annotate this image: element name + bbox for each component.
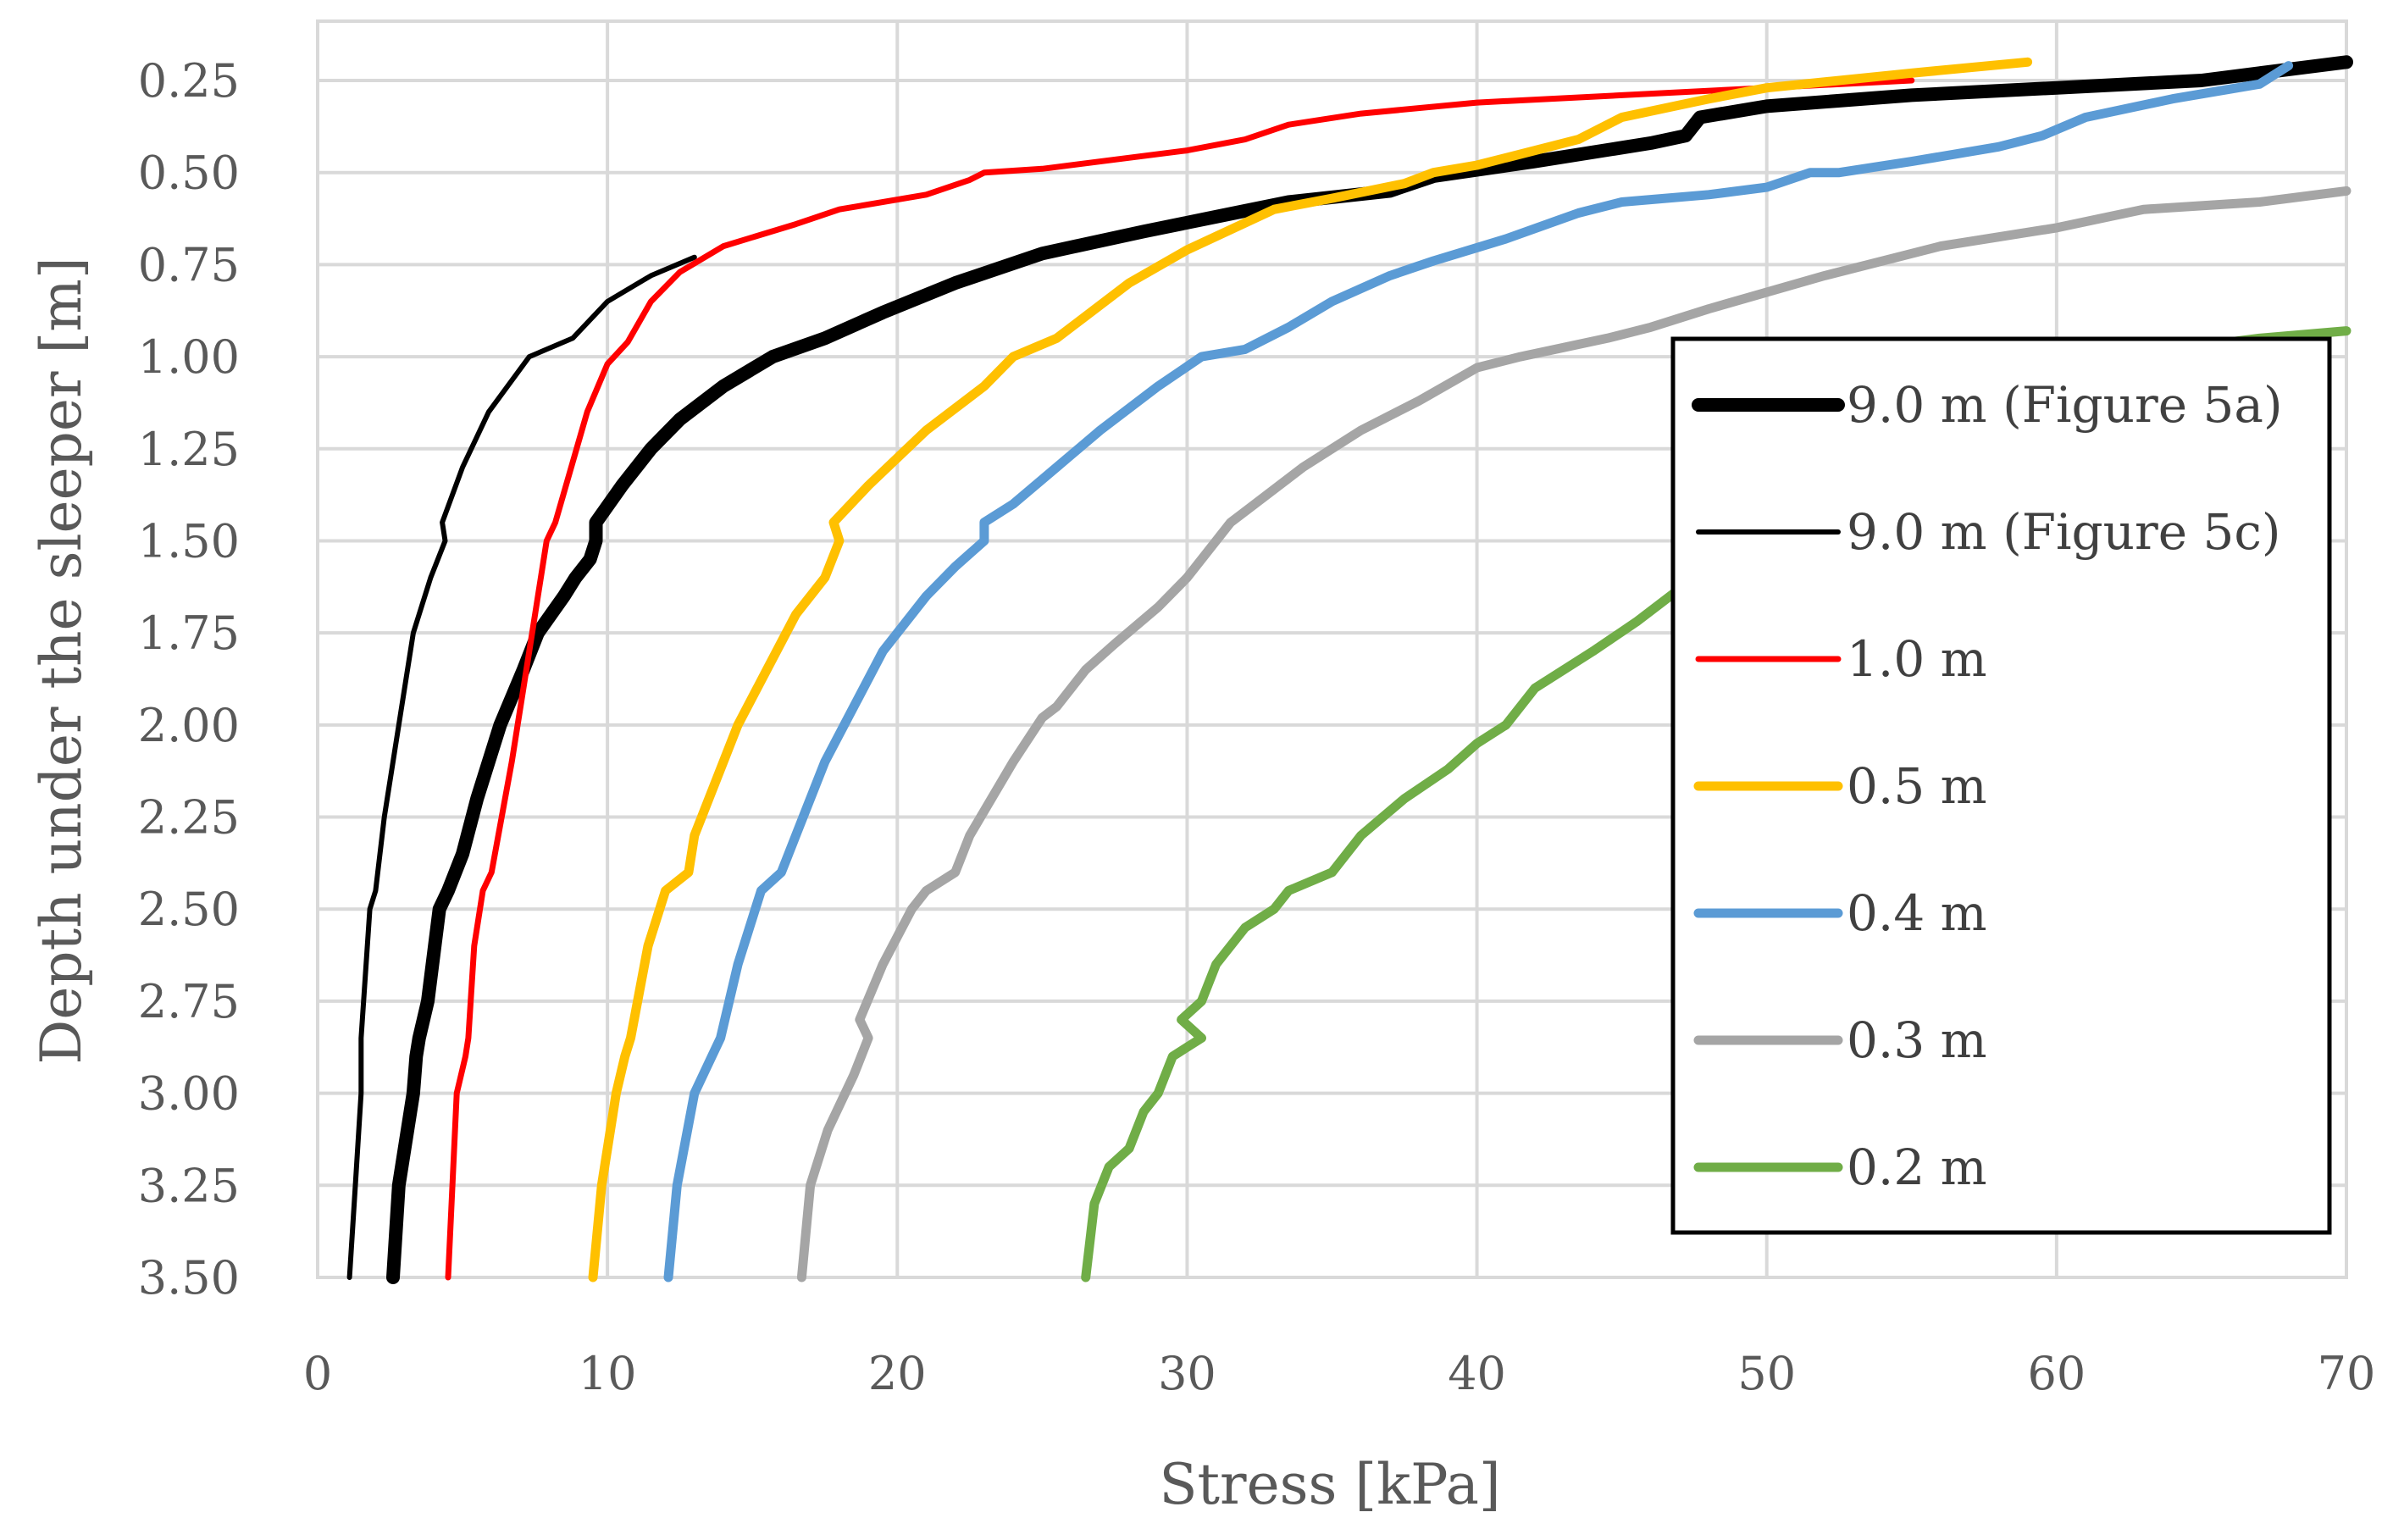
x-tick-label: 30 [1158, 1347, 1216, 1400]
legend-label: 0.2 m [1847, 1138, 1987, 1196]
legend-label: 0.4 m [1847, 884, 1987, 942]
y-tick-label: 1.75 [138, 607, 240, 660]
x-tick-label: 50 [1737, 1347, 1796, 1400]
legend-label: 9.0 m (Figure 5a) [1847, 376, 2283, 434]
legend-label: 0.3 m [1847, 1011, 1987, 1069]
y-tick-label: 1.25 [138, 423, 240, 476]
x-tick-labels: 0 10 20 30 40 50 60 70 [303, 1347, 2376, 1400]
x-tick-label: 40 [1448, 1347, 1506, 1400]
y-tick-label: 2.75 [138, 975, 240, 1028]
legend-box [1670, 336, 2332, 1235]
y-tick-labels: 0.25 0.50 0.75 1.00 1.25 1.50 1.75 2.00 2.25 2.50… [138, 54, 240, 1305]
series-line-3 [445, 77, 1915, 1281]
y-tick-label: 0.75 [138, 238, 240, 291]
y-tick-label: 3.25 [138, 1159, 240, 1212]
legend-label: 0.5 m [1847, 757, 1987, 815]
y-tick-label: 1.50 [138, 514, 240, 568]
y-tick-label: 3.50 [138, 1251, 240, 1305]
legend: 9.0 m (Figure 5a) 9.0 m (Figure 5c) 1.0 m 0… [1670, 336, 2332, 1235]
series-line-5 [663, 61, 2294, 1282]
series-line-4 [588, 57, 2033, 1282]
x-axis-title: Stress [kPa] [1159, 1452, 1500, 1517]
legend-label: 1.0 m [1847, 630, 1987, 688]
y-tick-label: 1.00 [138, 330, 240, 384]
y-tick-label: 0.50 [138, 147, 240, 200]
x-tick-label: 10 [579, 1347, 637, 1400]
y-tick-label: 0.25 [138, 54, 240, 108]
series-line-1 [386, 55, 2353, 1284]
x-tick-label: 60 [2027, 1347, 2086, 1400]
series-line-2 [346, 254, 697, 1280]
y-tick-label: 3.00 [138, 1067, 240, 1121]
x-tick-label: 20 [868, 1347, 927, 1400]
y-axis-title: Depth under the sleeper [m] [29, 257, 94, 1064]
y-tick-label: 2.00 [138, 699, 240, 752]
series-line-6 [796, 186, 2351, 1282]
y-tick-label: 2.25 [138, 791, 240, 845]
x-tick-label: 0 [303, 1347, 332, 1400]
series-lines [346, 55, 2353, 1284]
y-tick-label: 2.50 [138, 883, 240, 936]
legend-label: 9.0 m (Figure 5c) [1847, 503, 2281, 561]
x-tick-label: 70 [2318, 1347, 2376, 1400]
